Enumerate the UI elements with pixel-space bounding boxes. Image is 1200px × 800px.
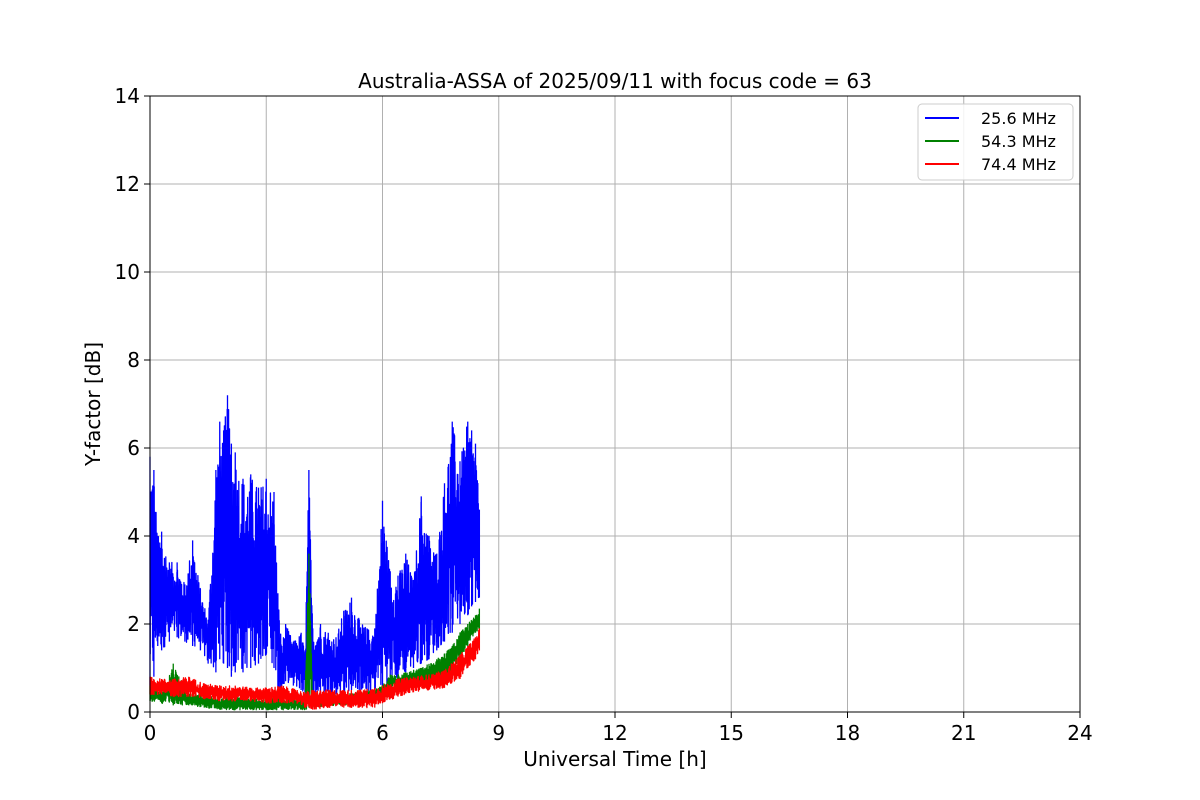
y-tick-label: 6 — [127, 436, 140, 460]
y-tick-label: 8 — [127, 348, 140, 372]
y-tick-label: 12 — [115, 172, 140, 196]
chart-title: Australia-ASSA of 2025/09/11 with focus … — [358, 69, 872, 93]
legend-label-2: 54.3 MHz — [981, 132, 1056, 151]
series-line-3 — [149, 628, 481, 710]
x-tick-label: 0 — [144, 721, 157, 745]
y-tick-label: 4 — [127, 524, 140, 548]
x-tick-label: 3 — [260, 721, 273, 745]
x-tick-label: 9 — [492, 721, 505, 745]
x-axis-label: Universal Time [h] — [523, 747, 706, 771]
y-tick-label: 2 — [127, 612, 140, 636]
y-axis-ticks: 0 2 4 6 8 10 12 14 — [115, 84, 150, 724]
y-tick-label: 0 — [127, 700, 140, 724]
legend-box — [917, 103, 1074, 181]
legend: 25.6 MHz 54.3 MHz 74.4 MHz — [917, 103, 1074, 181]
legend-label-1: 25.6 MHz — [981, 109, 1056, 128]
legend-label-3: 74.4 MHz — [981, 155, 1056, 174]
series-line-1 — [149, 395, 481, 699]
x-tick-label: 12 — [602, 721, 627, 745]
x-axis-ticks: 0 3 6 9 12 15 18 21 24 — [144, 712, 1093, 745]
x-tick-label: 15 — [719, 721, 744, 745]
x-tick-label: 21 — [951, 721, 976, 745]
y-axis-label: Y-factor [dB] — [81, 342, 105, 467]
x-tick-label: 18 — [835, 721, 860, 745]
y-tick-label: 14 — [115, 84, 140, 108]
y-tick-label: 10 — [115, 260, 140, 284]
x-tick-label: 6 — [376, 721, 389, 745]
grid-lines — [150, 96, 1080, 712]
x-tick-label: 24 — [1067, 721, 1092, 745]
series-layer — [149, 395, 481, 711]
